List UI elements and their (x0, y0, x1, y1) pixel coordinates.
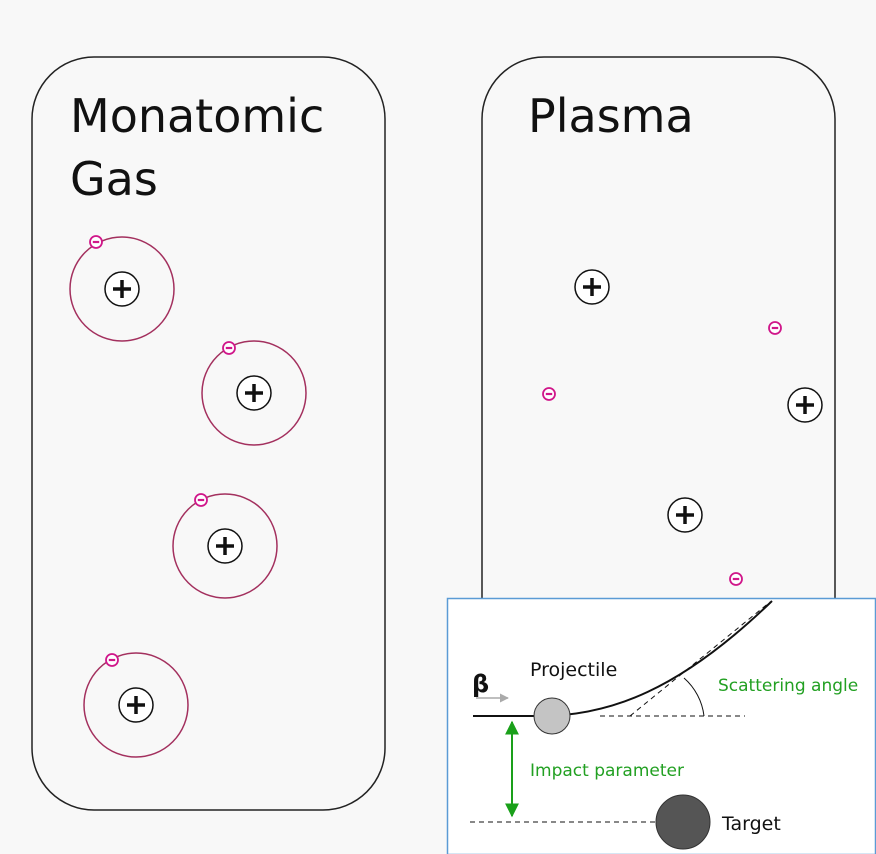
impact-label: Impact parameter (530, 761, 684, 781)
target-label: Target (721, 813, 781, 835)
angle-label: Scattering angle (718, 676, 858, 696)
panel-title: Gas (70, 152, 158, 206)
inset: β Projectile Scattering angle Impact par… (446, 597, 876, 854)
panel-title: Monatomic (70, 89, 324, 143)
beta-label: β (472, 670, 489, 698)
projectile-label: Projectile (530, 659, 617, 681)
atoms (69, 236, 307, 758)
panel-title: Plasma (528, 89, 694, 143)
gas-box (31, 56, 386, 811)
